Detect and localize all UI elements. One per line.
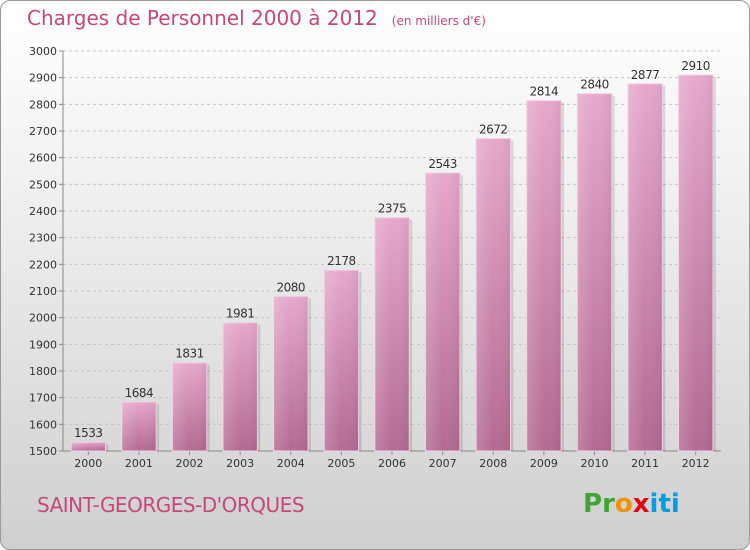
bar-highlight — [273, 296, 308, 451]
bar-highlight — [121, 401, 157, 451]
bar-highlight — [374, 217, 410, 451]
y-tick-label: 2400 — [29, 205, 57, 218]
chart-subtitle: (en milliers d'€) — [391, 14, 486, 28]
y-tick-label: 2100 — [29, 285, 57, 298]
y-tick-label: 2200 — [29, 258, 57, 271]
bar-highlight — [526, 100, 562, 451]
data-label: 2543 — [428, 157, 457, 171]
logo-letter: r — [602, 489, 615, 519]
bar-2009 — [526, 100, 565, 452]
data-label: 2910 — [681, 59, 710, 73]
x-tick-label: 2005 — [327, 457, 355, 470]
y-tick-label: 1600 — [29, 418, 57, 431]
bar-highlight — [476, 138, 511, 451]
data-label: 2840 — [580, 78, 609, 92]
logo-letter: i — [649, 489, 659, 519]
data-label: 2672 — [479, 122, 508, 136]
x-tick-label: 2007 — [429, 457, 457, 470]
y-tick-label: 2300 — [29, 232, 57, 245]
bar-2011 — [627, 83, 666, 452]
data-label: 1981 — [226, 307, 255, 321]
bar-2006 — [374, 217, 413, 452]
y-tick-label: 2000 — [29, 312, 57, 325]
data-label: 2080 — [276, 280, 305, 294]
data-label: 1831 — [175, 347, 204, 361]
y-tick-label: 1700 — [29, 392, 57, 405]
logo-letter: o — [614, 489, 633, 519]
bar-highlight — [324, 270, 359, 451]
chart-title: Charges de Personnel 2000 à 2012 — [27, 6, 378, 30]
bar-highlight — [172, 362, 207, 451]
bar-highlight — [577, 93, 612, 452]
bar-highlight — [678, 75, 713, 451]
bar-2004 — [273, 295, 311, 452]
data-label: 1533 — [74, 426, 103, 440]
bar-highlight — [71, 442, 106, 451]
x-tick-label: 2008 — [479, 457, 507, 470]
x-tick-label: 2002 — [176, 457, 204, 470]
x-tick-label: 2012 — [682, 457, 710, 470]
data-label: 2877 — [631, 68, 660, 82]
bar-2005 — [323, 269, 362, 452]
data-label: 1684 — [125, 386, 154, 400]
x-tick-label: 2004 — [277, 457, 305, 470]
data-label: 2375 — [378, 202, 407, 216]
bar-2000 — [70, 441, 109, 452]
data-label: 2178 — [327, 254, 356, 268]
y-tick-label: 2500 — [29, 178, 57, 191]
logo-letter: x — [632, 489, 650, 519]
commune-name: SAINT-GEORGES-D'ORQUES — [37, 493, 305, 517]
y-tick-label: 2800 — [29, 98, 57, 111]
y-tick-label: 2600 — [29, 152, 57, 165]
y-tick-label: 1500 — [29, 445, 57, 458]
y-tick-label: 3000 — [29, 45, 57, 58]
y-tick-label: 2700 — [29, 125, 57, 138]
x-tick-label: 2006 — [378, 457, 406, 470]
bar-2007 — [424, 172, 463, 452]
bar-2002 — [171, 362, 210, 452]
y-tick-label: 1900 — [29, 338, 57, 351]
bar-highlight — [627, 83, 663, 452]
x-tick-label: 2000 — [74, 457, 102, 470]
title-row: Charges de Personnel 2000 à 2012 (en mill… — [27, 6, 486, 30]
logo-letter: i — [670, 489, 680, 519]
bar-highlight — [222, 322, 258, 451]
bar-2010 — [576, 93, 615, 452]
y-tick-label: 2900 — [29, 72, 57, 85]
bar-2003 — [222, 322, 261, 452]
bar-2012 — [677, 74, 716, 452]
proxiti-logo: Proxiti — [583, 489, 680, 519]
bar-highlight — [425, 172, 460, 451]
bar-2008 — [475, 137, 514, 452]
x-tick-label: 2010 — [580, 457, 608, 470]
y-tick-label: 1800 — [29, 365, 57, 378]
x-tick-label: 2001 — [125, 457, 153, 470]
x-tick-label: 2003 — [226, 457, 254, 470]
bar-2001 — [121, 401, 160, 452]
x-tick-label: 2009 — [530, 457, 558, 470]
logo-letter: P — [583, 489, 603, 519]
logo-letter: t — [658, 489, 671, 519]
x-tick-label: 2011 — [631, 457, 659, 470]
data-label: 2814 — [530, 85, 559, 99]
